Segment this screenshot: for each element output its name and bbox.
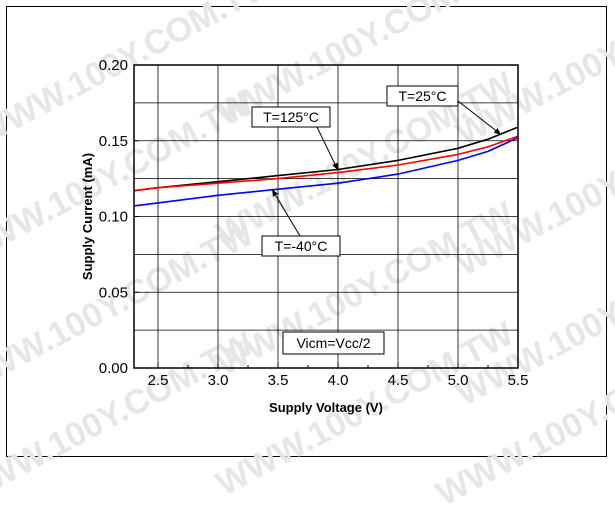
data-series	[133, 126, 519, 207]
y-axis-label: Supply Current (mA)	[80, 153, 95, 280]
x-tick-label: 4.0	[328, 372, 349, 389]
annotation-arrowhead	[332, 162, 338, 171]
y-tick-label: 0.00	[99, 360, 128, 377]
series-line	[133, 136, 519, 207]
annotation-box	[261, 235, 341, 257]
annotation-arrow	[457, 100, 502, 136]
annotation-arrowhead	[272, 189, 279, 197]
y-tick-label: 0.05	[99, 284, 128, 301]
supply-current-chart: 2.5 3.0 3.5 4.0 4.5 5.0 5.5 0.00 0.05 0.10 0.15 0.2…	[80, 57, 529, 415]
x-tick-label: 2.5	[148, 372, 169, 389]
x-tick-label: 5.0	[448, 372, 469, 389]
annotation-label: Vicm=Vcc/2	[296, 335, 370, 351]
x-tick-label: 3.0	[208, 372, 229, 389]
x-axis-label: Supply Voltage (V)	[269, 400, 383, 415]
y-tick-label: 0.10	[99, 209, 128, 226]
annotation-arrowhead	[493, 128, 502, 135]
annotation-box	[251, 106, 331, 128]
x-tick-label: 5.5	[508, 372, 529, 389]
annotation-label: T=-40°C	[275, 238, 328, 254]
axis-ticks: 2.5 3.0 3.5 4.0 4.5 5.0 5.5 0.00 0.05 0.10 0.15 0.2…	[99, 57, 529, 389]
annotation-box	[282, 331, 385, 355]
y-tick-label: 0.20	[99, 57, 128, 74]
annotation-arrow	[316, 126, 339, 171]
annotation-arrow	[271, 188, 301, 237]
series-line	[133, 135, 519, 192]
x-tick-label: 4.5	[388, 372, 409, 389]
figure-frame	[6, 6, 607, 457]
x-tick-label: 3.5	[268, 372, 289, 389]
annotations: T=25°C T=125°C T=-40°C Vicm=Vcc/2	[251, 85, 502, 355]
annotation-box	[386, 85, 459, 107]
y-tick-label: 0.15	[99, 133, 128, 150]
annotation-label: T=25°C	[398, 88, 446, 104]
annotation-label: T=125°C	[263, 109, 319, 125]
